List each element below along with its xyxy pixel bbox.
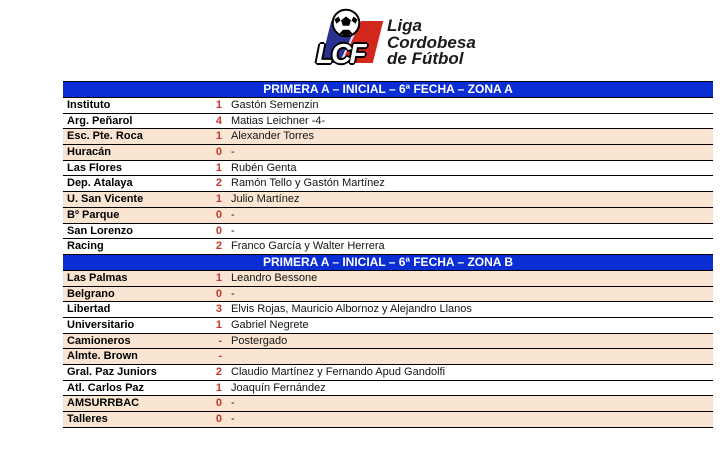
score: 1 xyxy=(215,99,222,111)
scorers xyxy=(222,349,713,364)
score: 0 xyxy=(215,224,222,237)
league-name-line1: Liga xyxy=(387,16,422,35)
score: 2 xyxy=(215,240,222,253)
result-row: U. San Vicente 1 Julio Martínez xyxy=(63,191,713,207)
score: 4 xyxy=(215,114,222,127)
scorers: - xyxy=(231,224,235,237)
result-row: Universitario 1 Gabriel Negrete xyxy=(63,316,713,333)
team-name: Instituto xyxy=(67,99,111,111)
team-name: Camioneros xyxy=(67,334,131,347)
result-row: Arg. Peñarol 4 Matias Leichner -4- xyxy=(63,112,713,129)
team-name: Gral. Paz Juniors xyxy=(67,366,157,378)
score: 0 xyxy=(215,146,222,159)
score: 1 xyxy=(215,318,222,331)
team-name: Las Flores xyxy=(67,161,123,174)
league-logo: LCF Liga Cordobesa de Fútbol xyxy=(316,8,476,74)
team-name: Las Palmas xyxy=(67,271,128,284)
result-row: Almte. Brown - xyxy=(63,348,713,364)
team-name: Huracán xyxy=(67,146,112,159)
team-name: Arg. Peñarol xyxy=(67,114,133,127)
result-row: Racing 2 Franco García y Walter Herrera xyxy=(63,238,713,254)
score: 1 xyxy=(215,271,222,284)
scorers: - xyxy=(231,413,235,426)
scorers: - xyxy=(231,146,235,159)
score: 0 xyxy=(215,208,222,221)
score: - xyxy=(218,350,222,363)
team-name: Racing xyxy=(67,240,104,253)
team-name: San Lorenzo xyxy=(67,224,134,237)
score: 2 xyxy=(215,177,222,190)
result-row: Gral. Paz Juniors 2 Claudio Martínez y Fer… xyxy=(63,364,713,380)
scorers: Rubén Genta xyxy=(231,161,297,174)
result-row: Huracán 0- xyxy=(63,144,713,160)
scorers: Elvis Rojas, Mauricio Albornoz y Alejand… xyxy=(231,303,472,316)
result-row: Esc. Pte. Roca 1 Alexander Torres xyxy=(63,128,713,145)
scorers: Matias Leichner -4- xyxy=(231,114,326,127)
score: 0 xyxy=(215,287,222,300)
soccer-ball-icon xyxy=(331,8,361,38)
result-row: Talleres 0- xyxy=(63,411,713,427)
scorers: Claudio Martínez y Fernando Apud Gandolf… xyxy=(231,366,446,378)
scorers: Joaquín Fernández xyxy=(231,381,326,394)
lcf-emblem: LCF xyxy=(316,8,384,74)
result-row: Bº Parque 0- xyxy=(63,206,713,223)
scorers: Ramón Tello y Gastón Martínez xyxy=(231,177,385,190)
score: 3 xyxy=(215,303,222,316)
team-name: Dep. Atalaya xyxy=(67,177,133,190)
section-header-zona-b: PRIMERA A – INICIAL – 6ª FECHA – ZONA B xyxy=(63,253,713,270)
score: 1 xyxy=(215,130,222,143)
result-row: Camioneros - Postergado xyxy=(63,332,713,349)
scorers: Gastón Semenzin xyxy=(231,99,319,111)
section-header-zona-a: PRIMERA A – INICIAL – 6ª FECHA – ZONA A xyxy=(63,81,713,97)
score: 1 xyxy=(215,161,222,174)
scorers: Alexander Torres xyxy=(231,130,314,143)
scorers: - xyxy=(231,397,235,410)
scorers: - xyxy=(231,287,235,300)
team-name: Libertad xyxy=(67,303,111,316)
score: 0 xyxy=(215,413,222,426)
team-name: Bº Parque xyxy=(67,208,120,221)
scorers: Leandro Bessone xyxy=(231,271,318,284)
score: - xyxy=(218,334,222,347)
result-row: AMSURRBAC 0- xyxy=(63,395,713,412)
result-row: San Lorenzo 0- xyxy=(63,222,713,239)
scorers: Gabriel Negrete xyxy=(231,318,309,331)
team-name: Belgrano xyxy=(67,287,115,300)
score: 1 xyxy=(215,193,222,206)
scorers: Julio Martínez xyxy=(231,193,300,206)
team-name: AMSURRBAC xyxy=(67,397,140,410)
scorers: Postergado xyxy=(231,334,288,347)
result-row: Instituto 1 Gastón Semenzin xyxy=(63,97,713,113)
score: 2 xyxy=(215,366,222,378)
scorers: - xyxy=(231,208,235,221)
score: 1 xyxy=(215,381,222,394)
team-name: Esc. Pte. Roca xyxy=(67,130,143,143)
result-row: Dep. Atalaya 2 Ramón Tello y Gastón Martín… xyxy=(63,175,713,192)
team-name: Universitario xyxy=(67,318,135,331)
result-row: Libertad 3 Elvis Rojas, Mauricio Albornoz … xyxy=(63,301,713,317)
league-name-line3: de Fútbol xyxy=(387,49,464,68)
team-name: U. San Vicente xyxy=(67,193,144,206)
result-row: Belgrano 0- xyxy=(63,285,713,302)
result-row: Las Palmas 1 Leandro Bessone xyxy=(63,269,713,286)
result-row: Las Flores 1 Rubén Genta xyxy=(63,159,713,176)
result-row: Atl. Carlos Paz 1 Joaquín Fernández xyxy=(63,379,713,396)
score: 0 xyxy=(215,397,222,410)
lcf-acronym: LCF xyxy=(316,38,366,69)
team-name: Talleres xyxy=(67,413,108,426)
team-name: Almte. Brown xyxy=(67,350,138,363)
scorers: Franco García y Walter Herrera xyxy=(231,240,385,253)
team-name: Atl. Carlos Paz xyxy=(67,381,145,394)
league-name-line2: Cordobesa xyxy=(387,32,476,52)
league-name: Liga Cordobesa de Fútbol xyxy=(387,16,476,74)
